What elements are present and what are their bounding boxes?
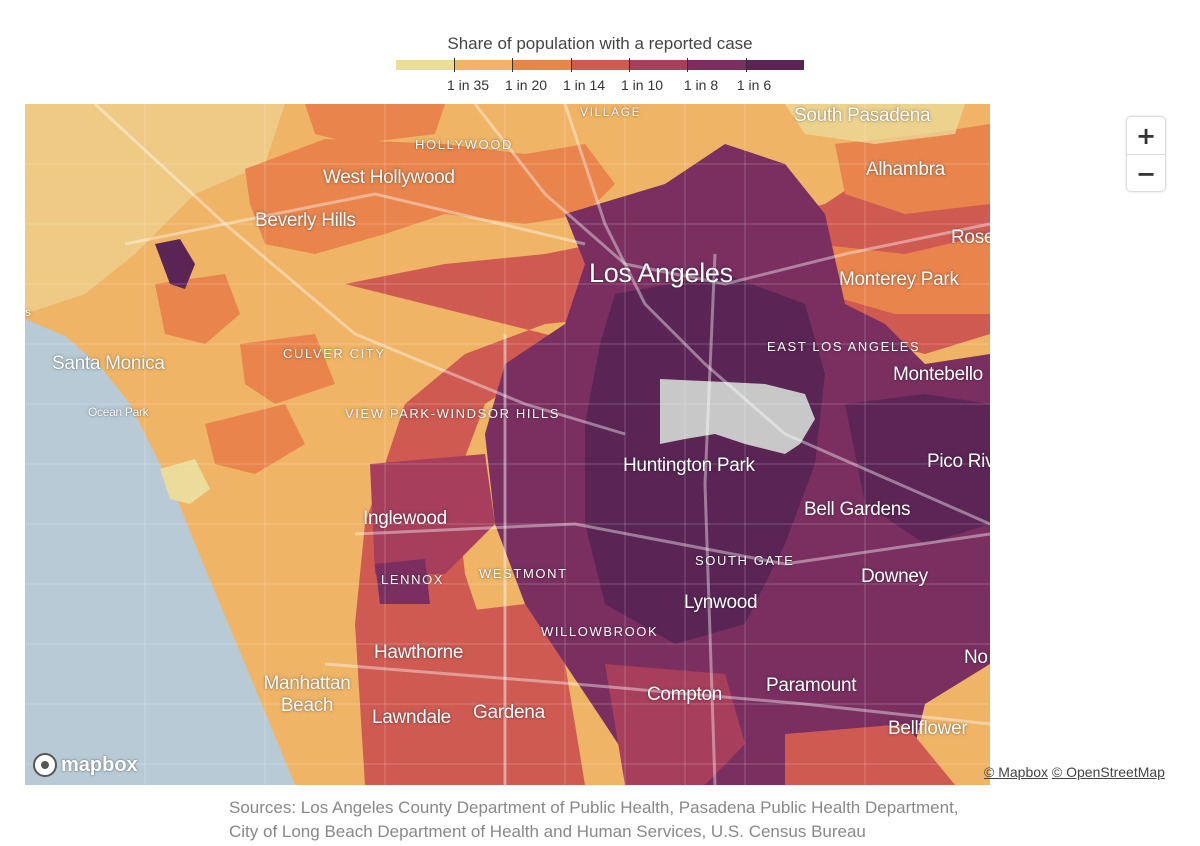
legend-label: 1 in 6	[736, 77, 772, 93]
region-hollywood	[245, 139, 615, 254]
legend-swatch-6	[687, 60, 746, 70]
label-compton: Compton	[647, 684, 722, 705]
legend-tick	[571, 58, 572, 72]
legend-swatch-5	[629, 60, 688, 70]
label-alhambra: Alhambra	[866, 159, 945, 180]
label-los-angeles: Los Angeles	[589, 258, 733, 288]
label-pico-rivera: Pico Riv	[927, 451, 990, 472]
ocean	[25, 319, 295, 785]
label-monterey-park: Monterey Park	[839, 269, 959, 290]
mapbox-logo-text: mapbox	[61, 753, 138, 776]
legend-tick	[687, 58, 688, 72]
legend-swatch-4	[570, 60, 630, 70]
legend-swatch-7	[745, 60, 804, 70]
legend-swatch-3	[512, 60, 571, 70]
label-hollywood: HOLLYWOOD	[415, 137, 513, 152]
legend-label: 1 in 35	[446, 77, 490, 93]
legend-label: 1 in 20	[504, 77, 548, 93]
region-east-orange	[815, 234, 990, 314]
region-alhambra	[835, 124, 990, 214]
legend-tick	[746, 58, 747, 72]
road-grid	[25, 104, 990, 785]
region-beverly-orange	[155, 274, 240, 344]
mapbox-logo[interactable]: mapbox	[33, 753, 138, 777]
legend-label: 1 in 14	[562, 77, 606, 93]
region-compton-mid	[605, 664, 745, 785]
freeways	[93, 104, 990, 785]
region-inglewood	[370, 454, 495, 574]
osm-attribution-link[interactable]: © OpenStreetMap	[1051, 764, 1165, 780]
label-east-los-angeles: EAST LOS ANGELES	[767, 339, 921, 354]
region-darkest-core	[585, 274, 825, 644]
legend-swatch-2	[454, 60, 513, 70]
map-canvas	[25, 104, 990, 785]
label-norwalk: No	[964, 647, 988, 668]
label-view-park: VIEW PARK-WINDSOR HILLS	[345, 406, 560, 421]
legend-tick	[512, 58, 513, 72]
label-fragment: s	[25, 305, 31, 319]
region-south-red	[355, 604, 585, 785]
region-nw-orange	[305, 104, 445, 144]
legend-tick	[629, 58, 630, 72]
region-far-se	[785, 724, 955, 785]
region-pale-hills	[25, 104, 285, 314]
label-huntington-park: Huntington Park	[623, 455, 755, 476]
zoom-out-button[interactable]: −	[1127, 155, 1165, 192]
legend-tick	[454, 58, 455, 72]
zoom-control: + −	[1126, 116, 1166, 192]
label-south-pasadena: South Pasadena	[794, 105, 931, 126]
label-bell-gardens: Bell Gardens	[804, 499, 911, 520]
region-se-dark	[845, 394, 990, 544]
label-south-gate: SOUTH GATE	[695, 553, 795, 568]
region-venice	[205, 404, 305, 474]
label-paramount: Paramount	[766, 675, 857, 696]
label-westmont: WESTMONT	[479, 566, 568, 581]
label-ocean-park: Ocean Park	[88, 405, 149, 419]
label-bellflower: Bellflower	[888, 718, 968, 739]
region-culver	[240, 334, 335, 404]
label-gardena: Gardena	[473, 702, 545, 723]
legend-label: 1 in 8	[683, 77, 719, 93]
mapbox-logo-icon	[33, 753, 57, 777]
mapbox-attribution-link[interactable]: © Mapbox	[984, 764, 1049, 780]
label-montebello: Montebello	[893, 364, 983, 385]
choropleth-map[interactable]: VILLAGE South Pasadena HOLLYWOOD Alhambr…	[25, 104, 990, 785]
label-beverly-hills: Beverly Hills	[255, 210, 356, 231]
label-manhattan-beach: Manhattan Beach	[263, 673, 351, 716]
label-inglewood: Inglewood	[363, 508, 447, 529]
region-small-dark	[155, 239, 195, 289]
marina	[160, 459, 210, 504]
label-lawndale: Lawndale	[372, 707, 451, 728]
label-west-hollywood: West Hollywood	[323, 167, 455, 188]
zoom-divider	[1127, 154, 1165, 155]
legend-label: 1 in 10	[620, 77, 664, 93]
label-rose: Rose	[951, 227, 990, 248]
label-lynwood: Lynwood	[684, 592, 758, 613]
label-santa-monica: Santa Monica	[52, 353, 165, 374]
region-south-pasadena	[785, 104, 965, 144]
label-willowbrook: WILLOWBROOK	[541, 624, 659, 639]
label-lennox: LENNOX	[381, 572, 445, 587]
legend-color-scale	[396, 60, 804, 70]
map-attribution: © Mapbox © OpenStreetMap	[984, 764, 1165, 780]
region-lennox	[375, 559, 430, 604]
label-village: VILLAGE	[580, 105, 642, 119]
label-downey: Downey	[861, 566, 928, 587]
legend-title: Share of population with a reported case	[447, 34, 753, 53]
sources-note: Sources: Los Angeles County Department o…	[229, 798, 959, 841]
region-no-data	[660, 379, 815, 454]
label-culver-city: CULVER CITY	[283, 346, 386, 361]
label-hawthorne: Hawthorne	[374, 642, 464, 663]
legend-swatch-1	[396, 60, 455, 70]
zoom-in-button[interactable]: +	[1127, 117, 1165, 154]
